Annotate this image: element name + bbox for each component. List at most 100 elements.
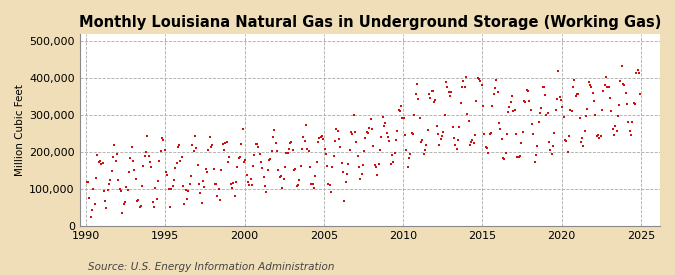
Point [302, 147, 313, 151]
Point [539, 85, 549, 90]
Point [188, 149, 199, 153]
Point [483, 150, 493, 155]
Point [580, 114, 591, 119]
Point [459, 85, 470, 90]
Point [270, 141, 281, 145]
Point [381, 130, 392, 135]
Point [115, 188, 126, 193]
Point [318, 137, 329, 141]
Point [570, 94, 581, 98]
Point [245, 177, 256, 182]
Point [401, 148, 412, 152]
Point [225, 182, 236, 186]
Point [495, 127, 506, 132]
Point [522, 89, 533, 93]
Point [299, 139, 310, 143]
Point [238, 160, 249, 164]
Point [159, 147, 170, 152]
Point [452, 138, 463, 142]
Point [488, 92, 499, 96]
Point [121, 185, 132, 189]
Point [200, 167, 211, 171]
Point [326, 190, 337, 194]
Point [543, 111, 554, 116]
Point [171, 161, 182, 165]
Point [319, 147, 330, 152]
Point [426, 89, 437, 93]
Point [187, 143, 198, 147]
Point [454, 125, 464, 130]
Point [499, 157, 510, 161]
Point [240, 158, 250, 162]
Point [427, 88, 438, 93]
Point [343, 162, 354, 166]
Point [339, 199, 350, 204]
Point [518, 99, 529, 103]
Point [496, 137, 507, 142]
Point [618, 82, 628, 86]
Point [474, 77, 485, 81]
Point [100, 199, 111, 203]
Point [472, 76, 483, 80]
Point [394, 109, 405, 114]
Point [81, 180, 92, 184]
Point [626, 133, 637, 137]
Point [166, 187, 177, 191]
Point [531, 153, 541, 157]
Point [573, 92, 584, 97]
Point [277, 186, 288, 190]
Point [574, 116, 585, 120]
Point [228, 181, 239, 186]
Point [449, 136, 460, 140]
Point [284, 147, 294, 151]
Point [356, 172, 367, 176]
Point [199, 185, 210, 189]
Point [196, 201, 207, 205]
Point [242, 180, 253, 185]
Point [198, 179, 209, 183]
Point [380, 120, 391, 125]
Point [253, 144, 264, 149]
Point [332, 128, 343, 133]
Point [551, 97, 562, 101]
Point [244, 183, 254, 187]
Point [526, 122, 537, 127]
Point [323, 182, 334, 186]
Point [358, 163, 369, 167]
Point [630, 102, 641, 106]
Point [368, 144, 379, 148]
Point [252, 142, 263, 146]
Point [144, 160, 155, 164]
Point [590, 113, 601, 117]
Point [266, 148, 277, 153]
Point [304, 165, 315, 169]
Point [195, 191, 206, 195]
Point [148, 205, 159, 209]
Point [396, 104, 406, 108]
Point [207, 143, 217, 147]
Point [615, 79, 626, 83]
Point [485, 131, 496, 135]
Point [300, 123, 311, 127]
Point [562, 150, 573, 154]
Point [455, 101, 466, 105]
Point [514, 154, 524, 159]
Point [579, 129, 590, 134]
Point [113, 178, 124, 182]
Point [216, 168, 227, 172]
Point [425, 96, 435, 101]
Point [582, 107, 593, 111]
Point [547, 144, 558, 148]
Point [541, 112, 552, 117]
Point [237, 126, 248, 131]
Point [249, 153, 260, 157]
Point [119, 200, 130, 205]
Point [535, 111, 545, 115]
Point [219, 148, 230, 152]
Point [281, 151, 292, 155]
Point [606, 109, 617, 114]
Point [593, 132, 603, 137]
Point [137, 184, 148, 188]
Point [296, 164, 306, 168]
Point [257, 166, 268, 170]
